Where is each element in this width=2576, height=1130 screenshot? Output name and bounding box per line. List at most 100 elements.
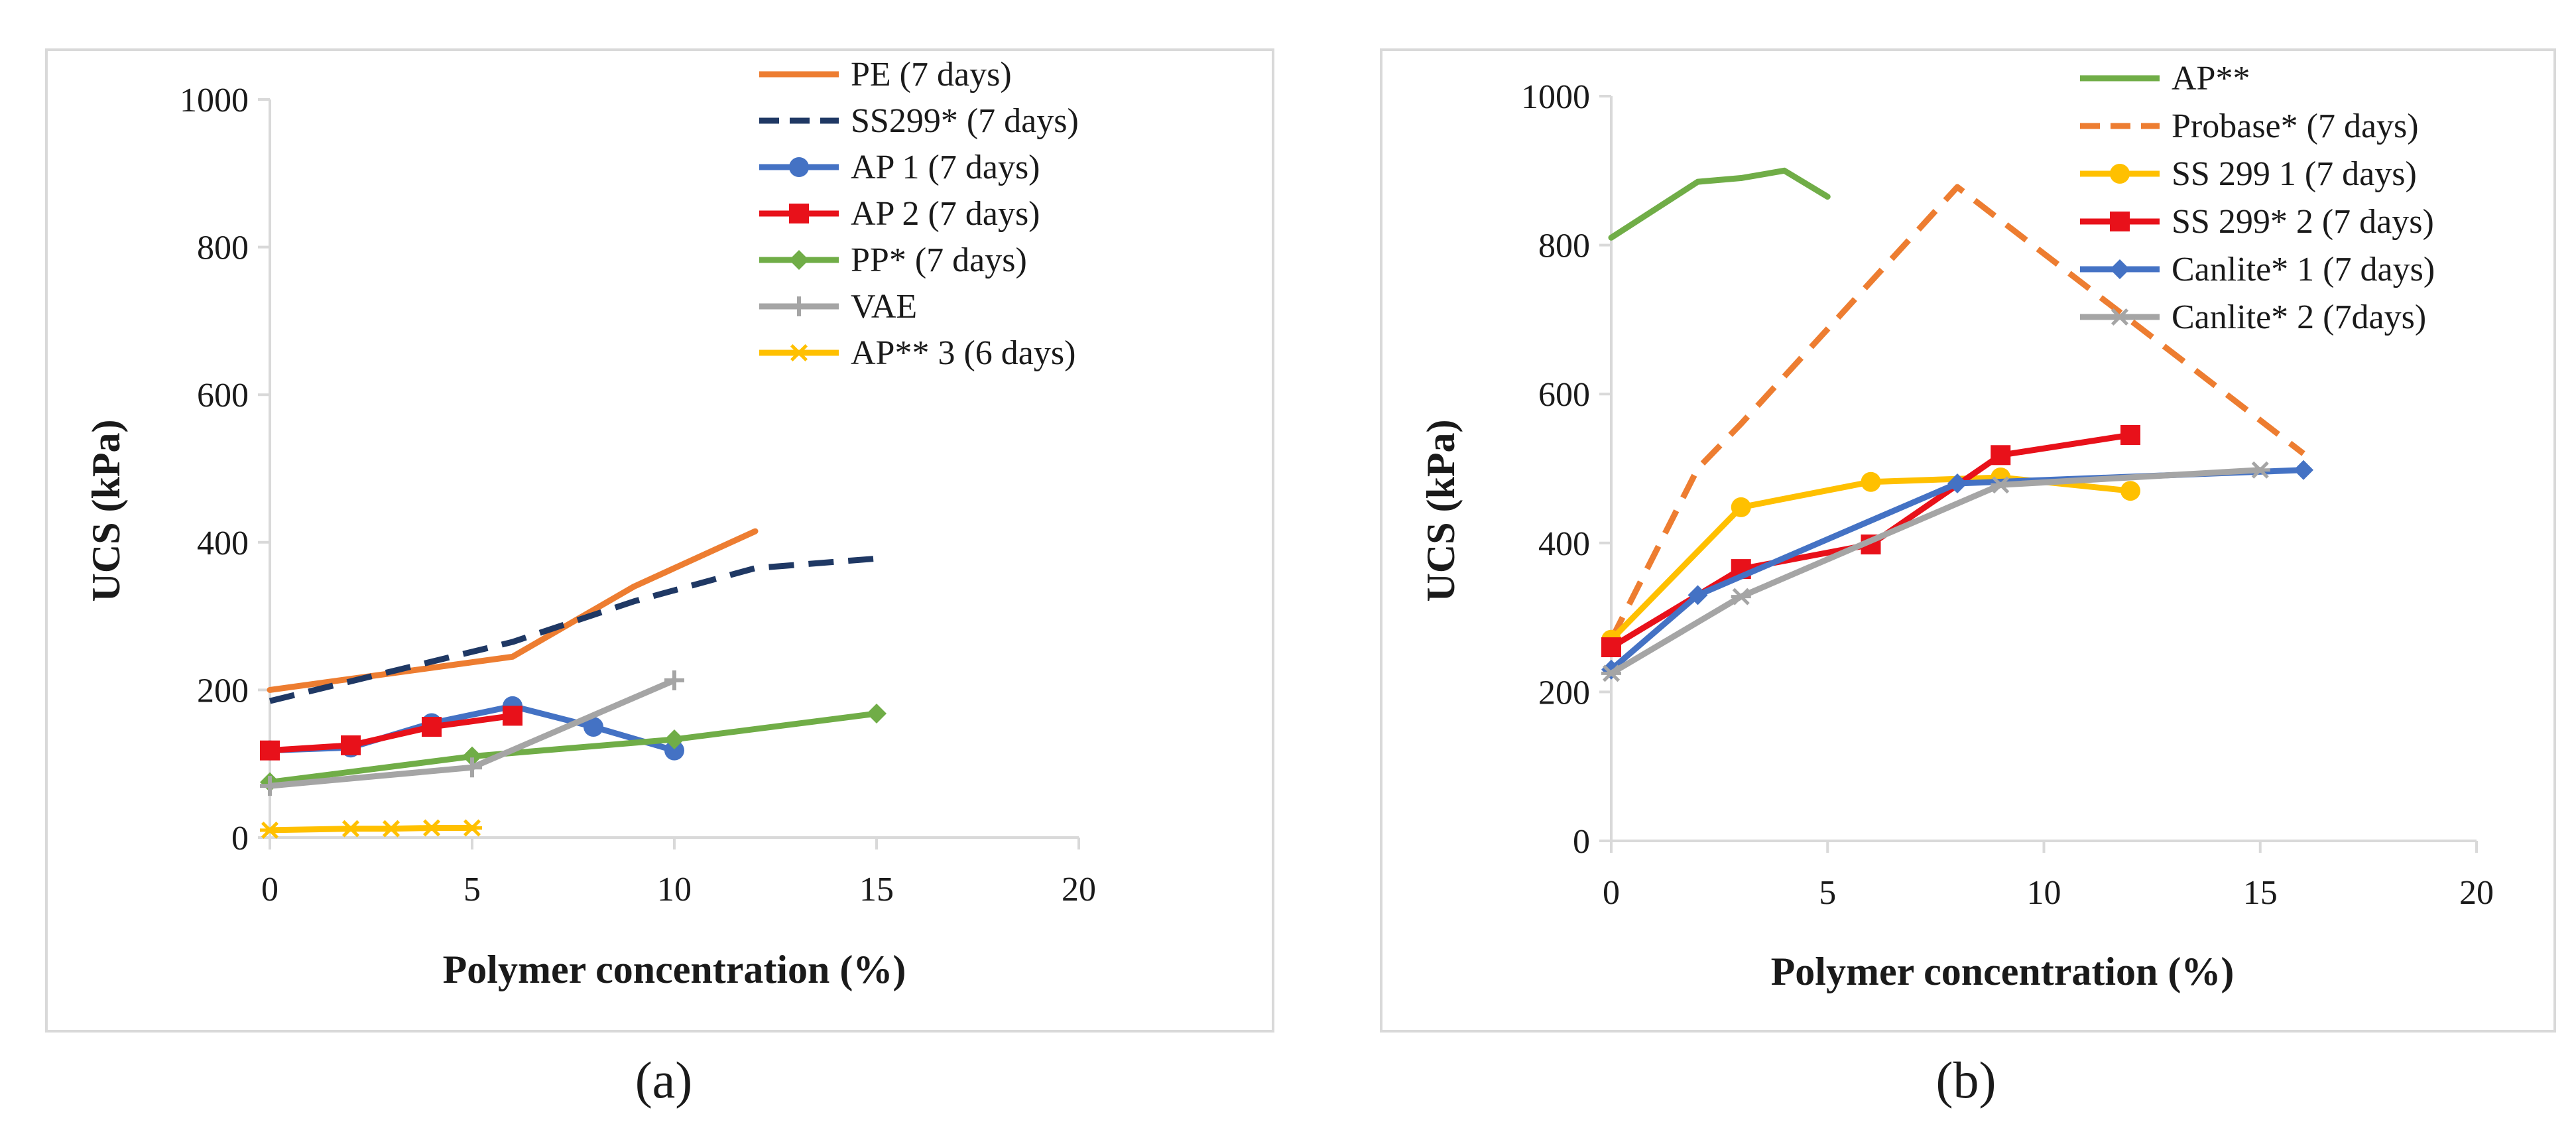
y-tick-label: 1000 [180, 82, 249, 119]
y-tick-label: 1000 [1521, 78, 1590, 116]
axes-b: 0 200 400 600 800 1000 0 5 10 15 20 [1521, 78, 2494, 912]
y-tick-label: 200 [197, 672, 249, 710]
y-tick-label: 600 [1538, 376, 1590, 414]
data-point [462, 819, 482, 837]
legend-item: AP 2 (7 days) [759, 195, 1040, 233]
data-point [260, 776, 280, 796]
y-tick-label: 0 [231, 820, 249, 857]
y-tick-label: 800 [197, 229, 249, 267]
data-point [462, 757, 482, 778]
data-point [1687, 585, 1708, 605]
data-point [1991, 476, 2011, 494]
legend-label: PE (7 days) [851, 56, 1012, 94]
legend-item: SS299* (7 days) [759, 102, 1079, 140]
legend-marker [2110, 164, 2130, 184]
data-point [462, 746, 482, 767]
series-layer-a [260, 528, 887, 839]
series-line [267, 710, 880, 786]
axes-a: 0 200 400 600 800 1000 0 5 10 15 20 [180, 82, 1096, 909]
panel-caption-b: (b) [1936, 1051, 1996, 1109]
y-axis-label-a: UCS (kPa) [84, 419, 128, 601]
legend-item: Canlite* 1 (7 days) [2080, 251, 2435, 288]
legend-item: VAE [759, 288, 917, 326]
data-point [1861, 471, 1881, 492]
legend-marker [789, 250, 809, 270]
data-point [867, 704, 887, 724]
data-point [2120, 424, 2140, 445]
legend-item: AP** [2080, 60, 2250, 97]
series-probase-7-days [1608, 184, 2305, 641]
legend-label: Probase* (7 days) [2172, 107, 2419, 145]
x-tick-label: 0 [261, 871, 278, 909]
chart-frame-a [45, 48, 1274, 1033]
x-tick-label: 0 [1603, 874, 1620, 912]
data-point [1731, 588, 1751, 605]
x-axis-label-a: Polymer concentration (%) [443, 948, 906, 991]
data-point [664, 729, 684, 749]
y-tick-label: 800 [1538, 227, 1590, 265]
legend-label: AP 2 (7 days) [851, 195, 1040, 233]
chart-panel-a: 0 200 400 600 800 1000 0 5 10 15 20 PE (7 days) SS2… [45, 48, 1274, 1109]
legend-label: AP 1 (7 days) [851, 149, 1040, 186]
data-point [1947, 473, 1967, 493]
series-line [267, 825, 475, 834]
legend-label: VAE [851, 288, 917, 326]
legend-marker [789, 296, 809, 316]
x-tick-label: 20 [1062, 871, 1096, 909]
series-ss299-7-days [269, 555, 877, 704]
legend-marker [2110, 259, 2130, 279]
legend-marker [2110, 212, 2130, 231]
y-tick-label: 200 [1538, 674, 1590, 712]
legend-item: Probase* (7 days) [2080, 107, 2419, 145]
x-tick-label: 10 [2027, 874, 2061, 912]
series-canlite-2-7days [1601, 461, 2270, 682]
data-point [2294, 460, 2313, 480]
legend-marker [2110, 308, 2130, 326]
data-point [583, 717, 603, 737]
series-line [1608, 467, 2264, 676]
series-layer-b [1601, 167, 2313, 682]
series-ap-3-6-days [260, 819, 482, 839]
legend-marker [789, 157, 809, 177]
data-point [422, 819, 442, 837]
data-point [664, 670, 684, 690]
legend-item: PP* (7 days) [759, 241, 1027, 279]
legend-a: PE (7 days) SS299* (7 days) AP 1 (7 days) A… [759, 56, 1079, 372]
data-point [422, 717, 442, 737]
y-tick-label: 400 [197, 525, 249, 562]
x-axis-label-b: Polymer concentration (%) [1771, 950, 2235, 993]
y-axis-label-b: UCS (kPa) [1419, 419, 1463, 601]
x-tick-label: 5 [463, 871, 481, 909]
series-vae [260, 670, 684, 796]
data-point [260, 821, 280, 839]
legend-marker [789, 204, 809, 223]
series-line [267, 712, 516, 754]
legend-item: Canlite* 2 (7days) [2080, 298, 2426, 336]
data-point [1601, 637, 1621, 658]
y-tick-label: 600 [197, 377, 249, 414]
series-line [1608, 184, 2305, 641]
data-point [1731, 497, 1751, 517]
data-point [2120, 481, 2140, 501]
data-point [664, 740, 684, 761]
data-point [1991, 445, 2011, 466]
legend-marker [789, 344, 809, 362]
x-tick-label: 10 [657, 871, 692, 909]
legend-label: AP** 3 (6 days) [851, 334, 1075, 372]
chart-panel-b: 0 200 400 600 800 1000 0 5 10 15 20 AP** Probase* (… [1380, 48, 2556, 1109]
x-tick-label: 15 [859, 871, 894, 909]
legend-item: SS 299 1 (7 days) [2080, 155, 2417, 193]
legend-label: Canlite* 2 (7days) [2172, 298, 2426, 336]
data-point [341, 735, 361, 755]
data-point [341, 820, 361, 838]
data-point [381, 820, 401, 838]
data-point [2250, 461, 2270, 479]
data-point [1601, 664, 1621, 682]
legend-label: AP** [2172, 60, 2250, 97]
x-tick-label: 20 [2459, 874, 2494, 912]
x-tick-label: 15 [2243, 874, 2278, 912]
panel-caption-a: (a) [635, 1051, 693, 1109]
legend-label: SS 299* 2 (7 days) [2172, 203, 2434, 241]
legend-b: AP** Probase* (7 days) SS 299 1 (7 days) SS… [2080, 60, 2435, 336]
